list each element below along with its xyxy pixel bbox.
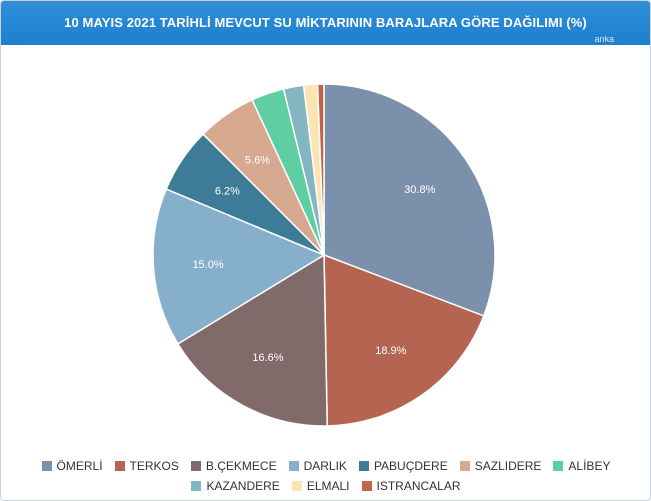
legend-swatch bbox=[190, 461, 201, 471]
legend-item[interactable]: KAZANDERE bbox=[191, 479, 280, 493]
legend-item[interactable]: TERKOS bbox=[114, 459, 179, 473]
legend-item[interactable]: ISTRANCALAR bbox=[361, 479, 461, 493]
legend-item[interactable]: ELMALI bbox=[291, 479, 350, 493]
brand-logo: anka bbox=[594, 34, 614, 44]
slice-data-label: 15.0% bbox=[192, 259, 223, 271]
legend-item[interactable]: DARLIK bbox=[288, 459, 347, 473]
legend-label: ALİBEY bbox=[568, 459, 611, 473]
legend-item[interactable]: ALİBEY bbox=[553, 459, 610, 473]
slice-data-label: 30.8% bbox=[404, 184, 435, 196]
legend-swatch bbox=[361, 481, 372, 491]
legend-label: DARLIK bbox=[303, 459, 347, 473]
pie-slice-darlik[interactable] bbox=[152, 188, 326, 345]
legend-swatch bbox=[291, 481, 302, 491]
legend-label: PABUÇDERE bbox=[373, 459, 448, 473]
pie-slice-ömerli̇[interactable] bbox=[323, 83, 496, 317]
legend-swatch bbox=[553, 461, 564, 471]
legend-swatch bbox=[288, 461, 299, 471]
chart-title: 10 MAYIS 2021 TARİHLİ MEVCUT SU MİKTARIN… bbox=[64, 15, 587, 30]
legend-row: KAZANDERE ELMALI ISTRANCALAR bbox=[21, 476, 631, 496]
legend-label: SAZLIDERE bbox=[474, 459, 542, 473]
pie-slice-terkos[interactable] bbox=[323, 253, 485, 427]
legend-item[interactable]: PABUÇDERE bbox=[358, 459, 448, 473]
legend-swatch bbox=[41, 461, 52, 471]
legend-label: ISTRANCALAR bbox=[376, 479, 461, 493]
slice-data-label: 5.6% bbox=[245, 155, 270, 167]
slice-data-label: 16.6% bbox=[252, 352, 283, 364]
pie-slice-istrancalar[interactable] bbox=[316, 83, 325, 256]
pie-slices bbox=[152, 83, 496, 427]
legend-label: ELMALI bbox=[306, 479, 350, 493]
legend-row: ÖMERLİ TERKOS B.ÇEKMECE DARLIK PABUÇDERE SAZL… bbox=[21, 456, 631, 476]
legend-swatch bbox=[191, 481, 202, 491]
pie-labels: 30.8% 18.9% 16.6% 15.0% 6.2% 5.6% bbox=[192, 155, 435, 364]
slice-data-label: 18.9% bbox=[375, 345, 406, 357]
legend-item[interactable]: B.ÇEKMECE bbox=[190, 459, 277, 473]
legend-label: KAZANDERE bbox=[206, 479, 280, 493]
legend-swatch bbox=[358, 461, 369, 471]
chart-legend: ÖMERLİ TERKOS B.ÇEKMECE DARLIK PABUÇDERE SAZL… bbox=[21, 456, 631, 496]
chart-header: 10 MAYIS 2021 TARİHLİ MEVCUT SU MİKTARIN… bbox=[1, 1, 650, 45]
legend-swatch bbox=[114, 461, 125, 471]
slice-data-label: 6.2% bbox=[215, 185, 240, 197]
legend-item[interactable]: ÖMERLİ bbox=[41, 459, 103, 473]
legend-item[interactable]: SAZLIDERE bbox=[459, 459, 542, 473]
legend-label: TERKOS bbox=[129, 459, 179, 473]
pie-slice-b.çekmece[interactable] bbox=[176, 253, 328, 427]
legend-label: B.ÇEKMECE bbox=[205, 459, 277, 473]
legend-label: ÖMERLİ bbox=[56, 459, 103, 473]
legend-swatch bbox=[459, 461, 470, 471]
